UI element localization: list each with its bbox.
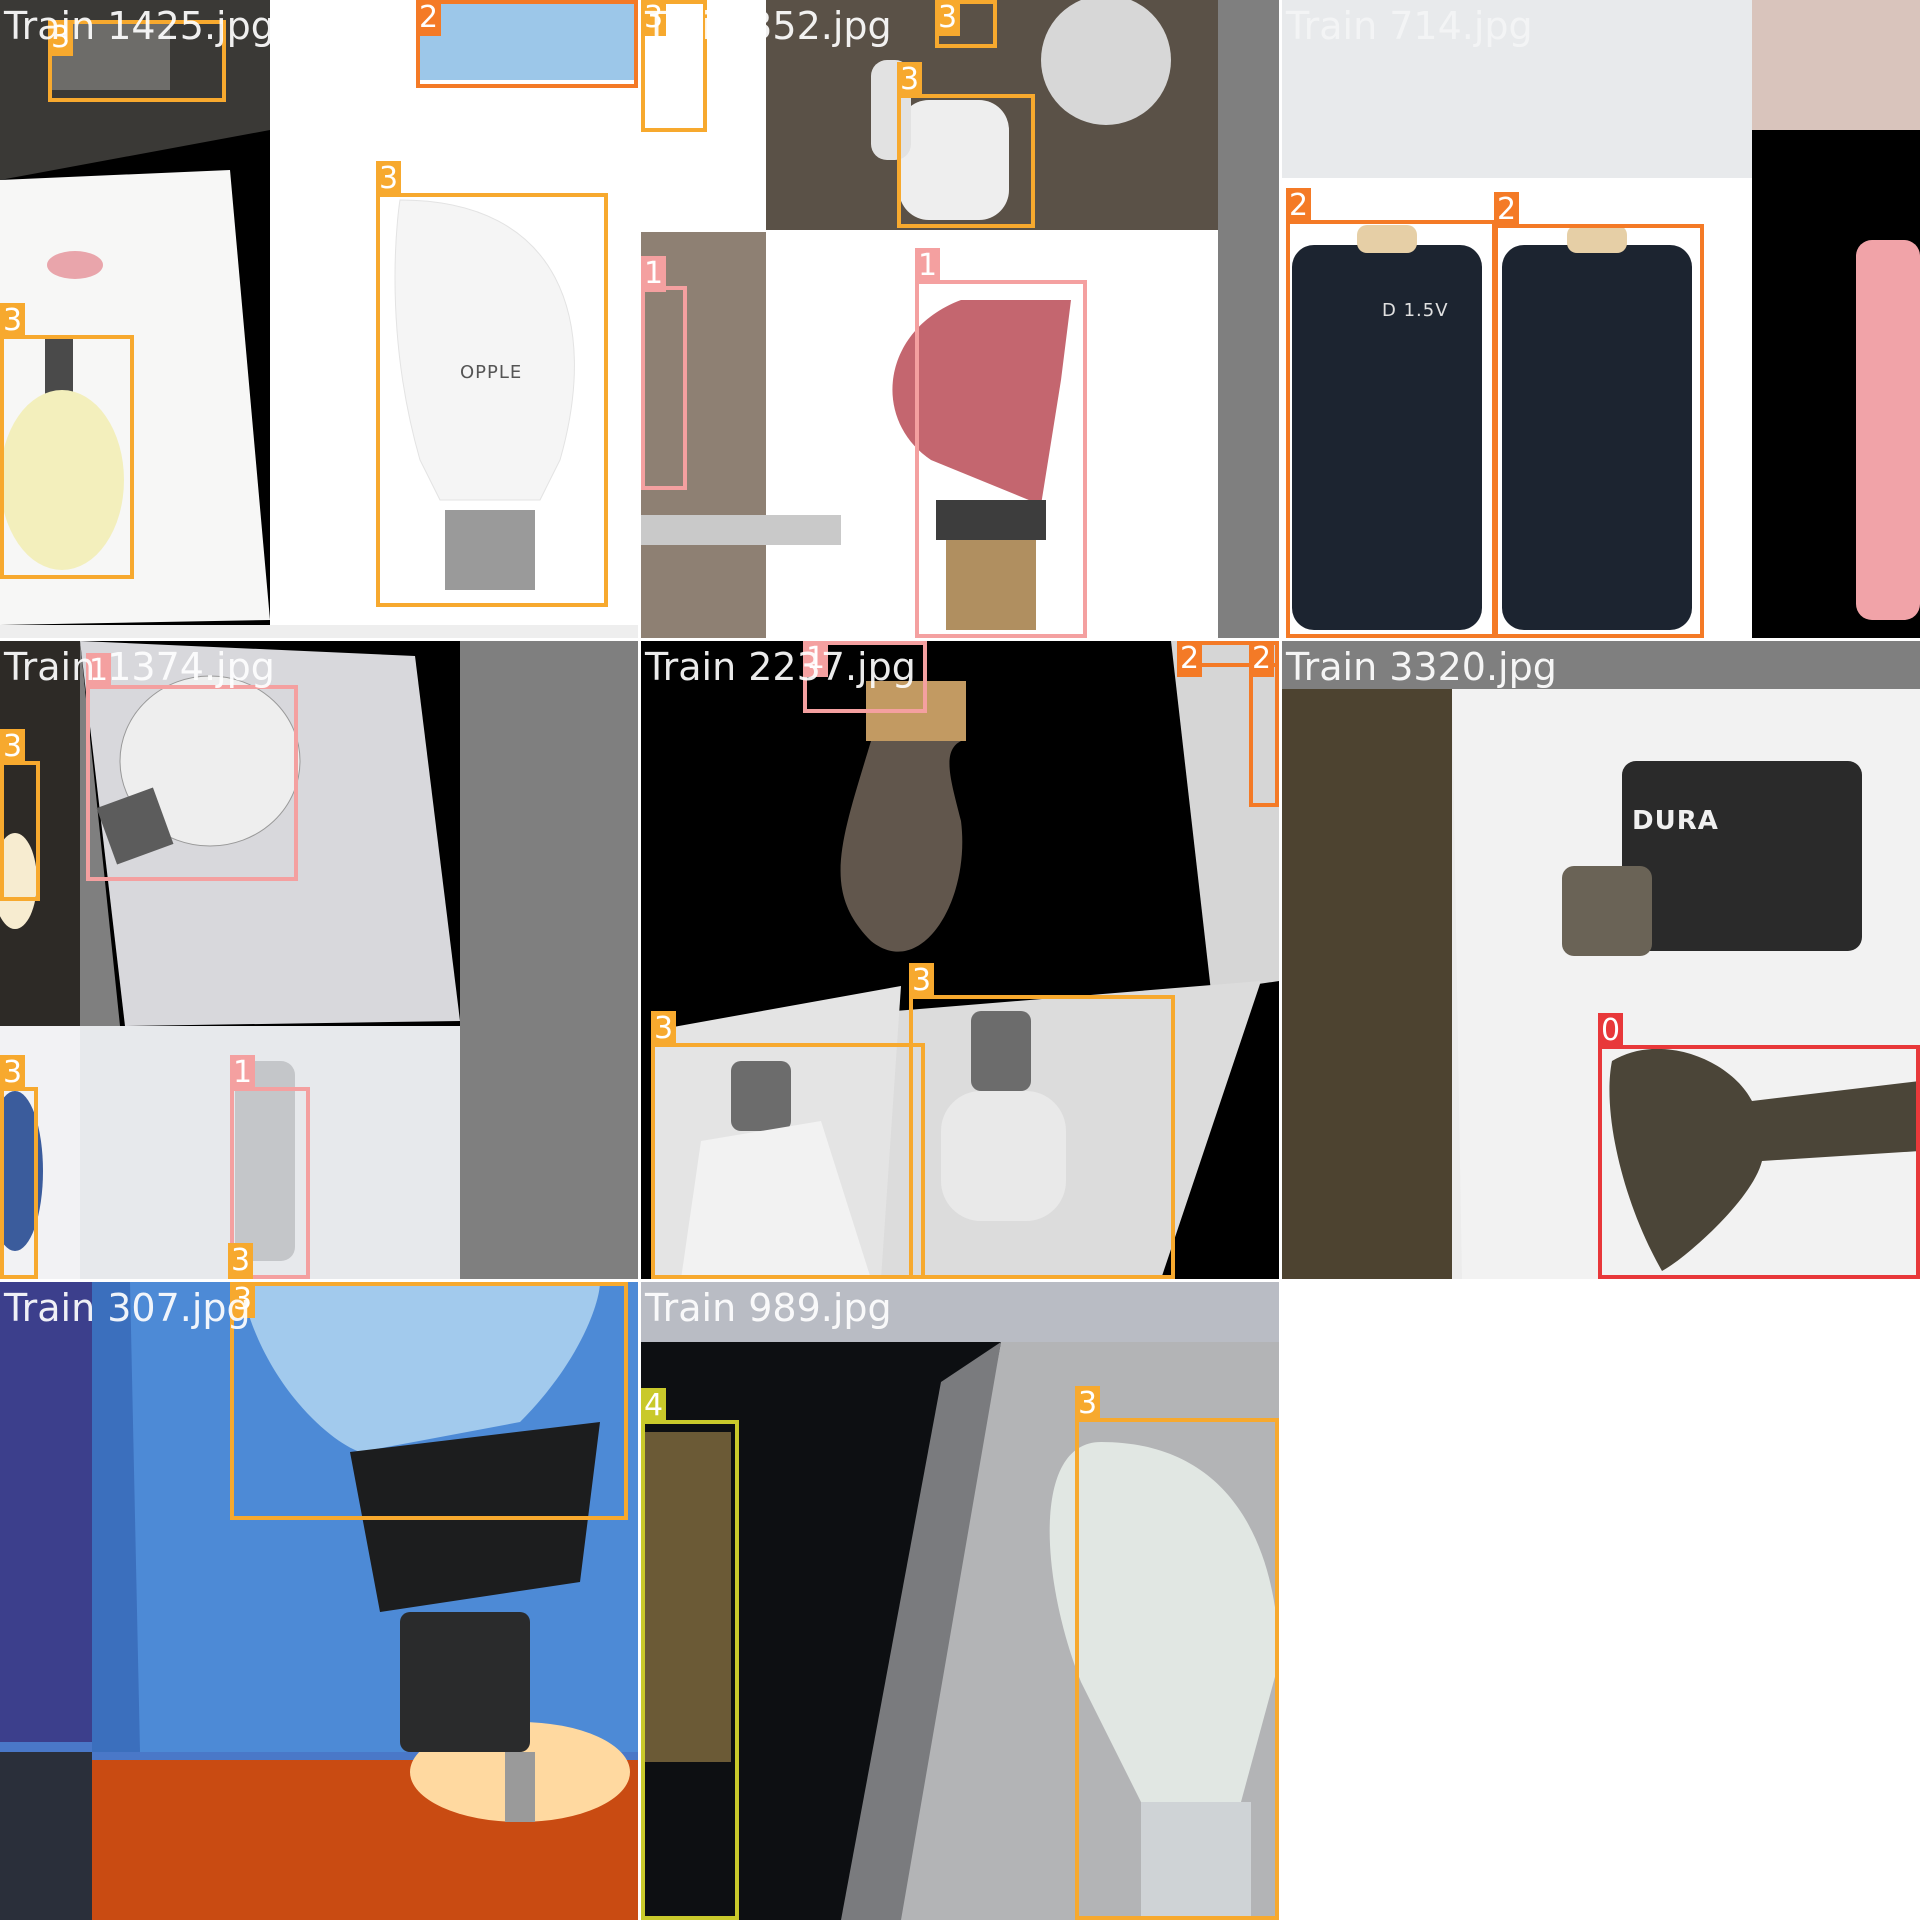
tile-5-title: Train 2237.jpg xyxy=(645,645,916,689)
tile-1-box-2: 2 xyxy=(416,0,638,88)
tile-8-title: Train 989.jpg xyxy=(645,1286,892,1330)
tile-2-title: Train 352.jpg xyxy=(645,4,892,48)
tile-1-box-3: 3 xyxy=(376,161,608,607)
tile-6-brand-text: DURA xyxy=(1632,806,1719,836)
tile-3-title: Train 714.jpg xyxy=(1286,4,1533,48)
tile-6-burnt-object xyxy=(1609,1048,1920,1271)
mosaic-tile-7: Train 307.jpg 3 xyxy=(0,1282,638,1920)
tile-5-box-5: 3 xyxy=(909,963,1175,1279)
tile-5-led-bulb xyxy=(681,1061,871,1279)
tile-1-box-4: 3 xyxy=(0,303,134,579)
tile-8-scene xyxy=(641,1282,1279,1920)
tile-6-box-1: 0 xyxy=(1598,1013,1920,1279)
tile-5-box-4: 3 xyxy=(651,1011,925,1279)
mosaic-tile-8: Train 989.jpg 4 3 xyxy=(641,1282,1279,1920)
tile-8-box-1: 4 xyxy=(641,1388,739,1920)
mosaic-tile-5: Train 2237.jpg 1 2 2 3 3 xyxy=(641,641,1279,1279)
tile-6-burnt-battery xyxy=(1562,761,1862,956)
tile-7-title: Train 307.jpg xyxy=(4,1286,251,1330)
mosaic-tile-2: Train 352.jpg 3 3 3 1 1 xyxy=(641,0,1279,638)
tile-5-box-3: 2 xyxy=(1249,641,1279,807)
tile-2-broken-bulb xyxy=(892,300,1071,630)
tile-7-scene xyxy=(0,1282,638,1920)
tile-3-battery-left xyxy=(1292,225,1482,630)
tile-4-box-3: 3 xyxy=(0,1055,38,1279)
tile-3-scene xyxy=(1282,0,1920,638)
tile-1-brand-text: OPPLE xyxy=(460,362,523,383)
tile-2-box-2: 3 xyxy=(897,62,1035,228)
tile-8-box-2: 3 xyxy=(1075,1386,1279,1920)
tile-2-scene xyxy=(641,0,1279,638)
tile-2-box-5: 1 xyxy=(915,248,1087,638)
tile-6-scene xyxy=(1282,641,1920,1279)
tile-5-box-1: 1 xyxy=(803,641,927,713)
tile-8-bulb xyxy=(1049,1442,1279,1920)
mosaic-tile-1: OPPLE Train 1425.jpg 3 2 3 3 xyxy=(0,0,638,638)
tile-2-box-3: 3 xyxy=(641,0,707,132)
tile-1-bulb-yellow xyxy=(0,335,124,570)
tile-4-title: Train 1374.jpg xyxy=(4,645,275,689)
mosaic-tile-3: D 1.5V Train 714.jpg 2 2 xyxy=(1282,0,1920,638)
tile-4-box-4: 1 xyxy=(230,1055,310,1279)
tile-3-battery-right xyxy=(1502,225,1692,630)
tile-2-cfl-bulb xyxy=(871,60,1009,220)
tile-3-battery-voltage-text: D 1.5V xyxy=(1382,300,1449,321)
tile-5-cfl-bulb xyxy=(941,1011,1066,1221)
tile-7-box-1: 3 xyxy=(230,1282,628,1520)
tile-1-box-1: 3 xyxy=(48,20,226,102)
tile-1-title: Train 1425.jpg xyxy=(4,4,275,48)
tile-3-box-2: 2 xyxy=(1494,192,1704,638)
tile-3-box-1: 2 xyxy=(1286,188,1496,638)
mosaic-tile-4: Train 1374.jpg 1 3 3 1 3 xyxy=(0,641,638,1279)
tile-6-title: Train 3320.jpg xyxy=(1286,645,1557,689)
tile-4-box-1: 1 xyxy=(86,653,298,881)
tile-1-bulb-led xyxy=(394,199,575,590)
tile-2-box-1: 3 xyxy=(935,0,997,48)
tile-2-box-4: 1 xyxy=(641,256,687,490)
tile-4-scene xyxy=(0,641,638,1279)
tile-4-broken-bulb xyxy=(96,675,301,865)
tile-5-scene xyxy=(641,641,1279,1279)
mosaic-tile-6: DURA Train 3320.jpg 0 xyxy=(1282,641,1920,1279)
tile-4-box-2: 3 xyxy=(0,729,40,901)
